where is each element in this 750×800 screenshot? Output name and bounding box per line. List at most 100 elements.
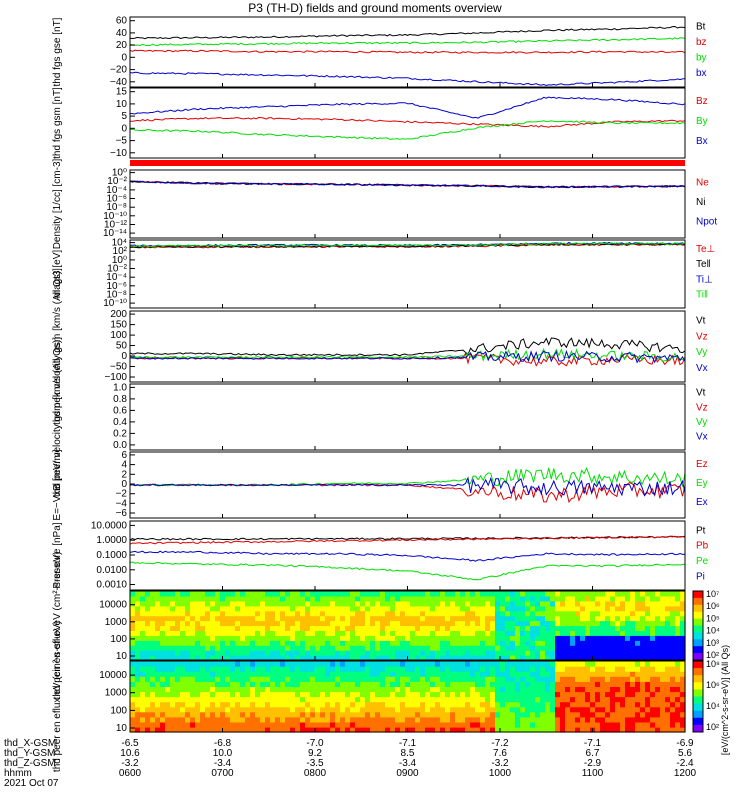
spectrogram-cell (275, 645, 281, 651)
spectrogram-cell (190, 650, 196, 656)
spectrogram-cell (420, 696, 426, 703)
spectrogram-cell (320, 681, 326, 687)
spectrogram-cell (220, 645, 226, 651)
spectrogram-cell (220, 691, 226, 698)
spectrogram-cell (210, 595, 216, 602)
spectrogram-cell (240, 721, 246, 728)
spectrogram-cell (570, 610, 576, 617)
y-tick-label: 100 (110, 634, 127, 645)
spectrogram-cell (265, 726, 271, 733)
spectrogram-cell (345, 711, 351, 718)
spectrogram-cell (300, 701, 306, 708)
spectrogram-cell (360, 615, 366, 622)
spectrogram-cell (185, 726, 191, 733)
spectrogram-cell (590, 696, 596, 703)
spectrogram-cell (380, 696, 386, 703)
spectrogram-cell (360, 721, 366, 728)
spectrogram-cell (415, 630, 421, 636)
spectrogram-cell (190, 645, 196, 651)
spectrogram-cell (650, 625, 656, 631)
spectrogram-cell (560, 726, 566, 733)
spectrogram-cell (210, 661, 216, 667)
spectrogram-cell (570, 691, 576, 698)
spectrogram-cell (630, 650, 636, 656)
spectrogram-cell (680, 686, 686, 693)
spectrogram-cell (435, 671, 441, 677)
spectrogram-cell (630, 686, 636, 693)
spectrogram-cell (135, 640, 141, 646)
spectrogram-cell (215, 696, 221, 703)
spectrogram-cell (155, 640, 161, 646)
spectrogram-cell (340, 681, 346, 687)
spectrogram-cell (385, 605, 391, 612)
spectrogram-cell (220, 600, 226, 607)
spectrogram-cell (400, 676, 406, 682)
spectrogram-cell (615, 666, 621, 672)
spectrogram-cell (635, 625, 641, 631)
y-tick-label: 10⁻⁴ (106, 185, 127, 196)
spectrogram-cell (340, 655, 346, 661)
spectrogram-cell (645, 681, 651, 687)
spectrogram-cell (655, 671, 661, 677)
spectrogram-cell (535, 661, 541, 667)
spectrogram-cell (425, 625, 431, 631)
spectrogram-cell (535, 671, 541, 677)
spectrogram-cell (555, 620, 561, 627)
spectrogram-cell (375, 650, 381, 656)
spectrogram-cell (645, 615, 651, 622)
spectrogram-cell (365, 706, 371, 713)
spectrogram-cell (535, 686, 541, 693)
spectrogram-cell (170, 696, 176, 703)
spectrogram-cell (450, 716, 456, 723)
spectrogram-cell (580, 620, 586, 627)
spectrogram-cell (145, 676, 151, 682)
spectrogram-cell (280, 691, 286, 698)
spectrogram-cell (370, 691, 376, 698)
y-tick-label: 100 (110, 705, 127, 716)
spectrogram-cell (540, 591, 546, 597)
spectrogram-cell (160, 645, 166, 651)
spectrogram-cell (130, 716, 136, 723)
spectrogram-cell (275, 650, 281, 656)
spectrogram-cell (180, 610, 186, 617)
spectrogram-cell (410, 721, 416, 728)
spectrogram-cell (195, 721, 201, 728)
spectrogram-cell (545, 686, 551, 693)
spectrogram-cell (220, 620, 226, 627)
spectrogram-cell (335, 676, 341, 682)
spectrogram-cell (245, 600, 251, 607)
spectrogram-cell (145, 726, 151, 733)
spectrogram-cell (295, 661, 301, 667)
spectrogram-cell (375, 640, 381, 646)
spectrogram-cell (475, 671, 481, 677)
spectrogram-cell (520, 691, 526, 698)
spectrogram-cell (485, 605, 491, 612)
spectrogram-cell (315, 696, 321, 703)
spectrogram-cell (650, 650, 656, 656)
spectrogram-cell (370, 625, 376, 631)
spectrogram-cell (240, 691, 246, 698)
spectrogram-cell (420, 605, 426, 612)
spectrogram-cell (665, 671, 671, 677)
spectrogram-cell (580, 691, 586, 698)
spectrogram-cell (285, 645, 291, 651)
spectrogram-cell (670, 696, 676, 703)
spectrogram-cell (455, 655, 461, 661)
colorbar-swatch (693, 618, 703, 626)
spectrogram-cell (280, 721, 286, 728)
spectrogram-cell (330, 625, 336, 631)
spectrogram-cell (170, 635, 176, 641)
spectrogram-cell (300, 686, 306, 693)
spectrogram-cell (175, 721, 181, 728)
spectrogram-cell (320, 721, 326, 728)
spectrogram-cell (335, 591, 341, 597)
spectrogram-cell (380, 645, 386, 651)
spectrogram-cell (150, 591, 156, 597)
spectrogram-cell (495, 691, 501, 698)
spectrogram-cell (400, 681, 406, 687)
spectrogram-cell (280, 650, 286, 656)
spectrogram-cell (265, 701, 271, 708)
spectrogram-cell (475, 630, 481, 636)
spectrogram-cell (670, 600, 676, 607)
spectrogram-cell (330, 666, 336, 672)
